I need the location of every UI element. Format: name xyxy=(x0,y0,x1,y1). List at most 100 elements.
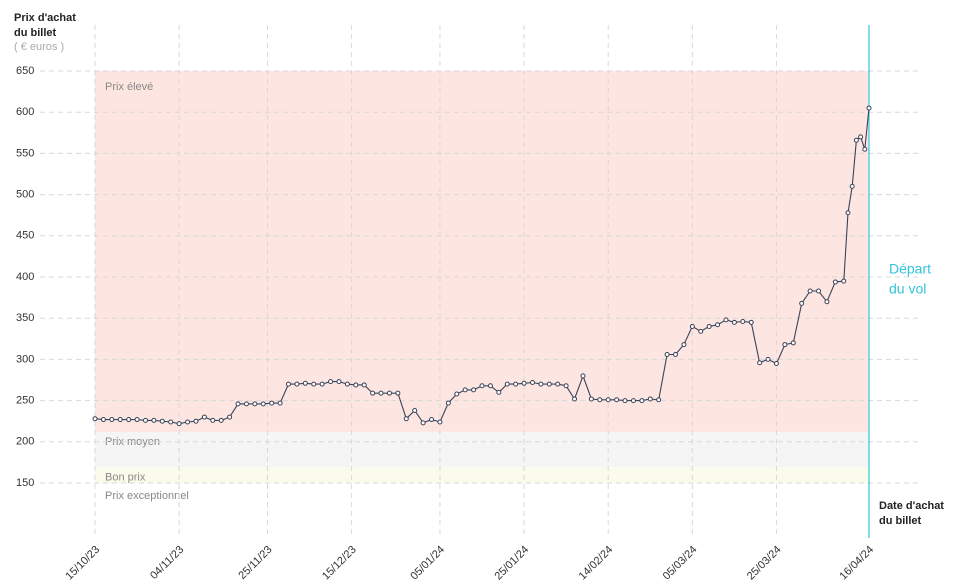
price-point xyxy=(656,397,662,403)
price-point xyxy=(168,419,174,425)
price-point xyxy=(361,382,367,388)
price-point xyxy=(538,381,544,387)
price-point xyxy=(193,418,199,424)
price-point xyxy=(504,381,510,387)
price-point xyxy=(563,383,569,389)
price-point xyxy=(151,417,157,423)
price-point xyxy=(664,351,670,357)
price-point xyxy=(790,340,796,346)
price-point xyxy=(185,419,191,425)
price-point xyxy=(252,401,258,407)
y-tick-label: 550 xyxy=(16,147,34,159)
price-point xyxy=(403,416,409,422)
price-band xyxy=(95,467,869,483)
price-point xyxy=(689,323,695,329)
price-point xyxy=(142,417,148,423)
price-point xyxy=(773,361,779,367)
price-point xyxy=(849,183,855,189)
x-tick-label: 15/10/23 xyxy=(63,544,102,583)
price-point xyxy=(799,300,805,306)
y-tick-label: 600 xyxy=(16,106,34,118)
price-point xyxy=(858,134,864,140)
price-band xyxy=(95,431,869,468)
price-point xyxy=(748,319,754,325)
price-point xyxy=(546,381,552,387)
price-point xyxy=(597,397,603,403)
price-point xyxy=(437,419,443,425)
y-tick-label: 450 xyxy=(16,230,34,242)
y-tick-label: 200 xyxy=(16,436,34,448)
price-point xyxy=(227,414,233,420)
price-point xyxy=(782,342,788,348)
x-tick-label: 25/03/24 xyxy=(745,544,784,583)
price-point xyxy=(344,381,350,387)
price-point xyxy=(420,420,426,426)
price-point xyxy=(471,387,477,393)
price-point xyxy=(218,417,224,423)
price-point xyxy=(243,401,249,407)
price-point xyxy=(555,381,561,387)
price-point xyxy=(853,137,859,143)
price-point xyxy=(294,381,300,387)
y-tick-label: 250 xyxy=(16,395,34,407)
x-tick-label: 05/03/24 xyxy=(661,544,700,583)
price-point xyxy=(462,387,468,393)
price-point xyxy=(109,417,115,423)
price-point xyxy=(862,146,868,152)
x-tick-label: 15/12/23 xyxy=(320,544,359,583)
price-point xyxy=(630,398,636,404)
price-point xyxy=(845,210,851,216)
price-point xyxy=(614,397,620,403)
x-axis-title: Date d'achat xyxy=(879,500,944,512)
price-point xyxy=(134,417,140,423)
price-point xyxy=(715,322,721,328)
band-label: Bon prix xyxy=(105,471,146,483)
price-point xyxy=(832,279,838,285)
price-point xyxy=(824,299,830,305)
price-point xyxy=(328,379,334,385)
price-point xyxy=(378,390,384,396)
price-point xyxy=(235,401,241,407)
price-point xyxy=(302,380,308,386)
price-point xyxy=(395,390,401,396)
price-point xyxy=(765,356,771,362)
departure-label: Départ xyxy=(889,261,931,277)
price-point xyxy=(757,360,763,366)
x-tick-label: 14/02/24 xyxy=(577,544,616,583)
price-point xyxy=(201,414,207,420)
price-point xyxy=(454,391,460,397)
x-tick-label: 05/01/24 xyxy=(408,544,447,583)
y-axis-title: Prix d'achat xyxy=(14,12,76,24)
y-tick-label: 500 xyxy=(16,189,34,201)
price-point xyxy=(479,383,485,389)
price-point xyxy=(673,351,678,357)
y-tick-label: 350 xyxy=(16,312,34,324)
price-point xyxy=(647,396,653,402)
price-point xyxy=(605,397,611,403)
price-point xyxy=(286,381,291,387)
departure-label: du vol xyxy=(889,281,926,297)
price-point xyxy=(580,373,586,379)
x-tick-label: 16/04/24 xyxy=(837,544,876,583)
price-point xyxy=(588,396,594,402)
price-point xyxy=(319,381,325,387)
x-tick-label: 04/11/23 xyxy=(148,544,186,582)
price-point xyxy=(731,319,737,325)
price-point xyxy=(370,390,376,396)
price-point xyxy=(260,401,266,407)
price-point xyxy=(210,417,216,423)
band-label: Prix exceptionnel xyxy=(105,490,189,502)
x-tick-label: 25/01/24 xyxy=(492,544,531,583)
price-point xyxy=(100,417,106,423)
price-band xyxy=(95,71,869,432)
y-tick-label: 650 xyxy=(16,65,34,77)
y-axis-unit: ( € euros ) xyxy=(14,41,64,53)
price-point xyxy=(277,400,283,406)
price-point xyxy=(353,382,359,388)
y-tick-label: 300 xyxy=(16,353,34,365)
price-point xyxy=(816,288,822,294)
y-axis-title: du billet xyxy=(14,27,57,39)
price-point xyxy=(487,383,493,389)
x-tick-label: 25/11/23 xyxy=(236,544,274,582)
price-point xyxy=(176,421,182,427)
